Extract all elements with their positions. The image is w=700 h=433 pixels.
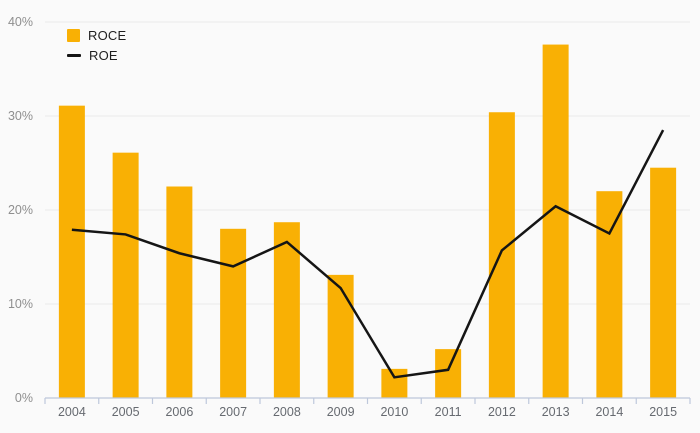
x-axis-category-label: 2015: [649, 405, 677, 419]
y-axis-tick-label: 30%: [8, 109, 33, 123]
roce-bar: [381, 368, 408, 398]
x-axis-category-label: 2013: [542, 405, 570, 419]
x-axis-category-label: 2005: [112, 405, 140, 419]
legend-item-roce: ROCE: [67, 29, 126, 42]
roe-line: [71, 129, 665, 379]
roce-bar: [166, 186, 193, 398]
roce-bar: [58, 105, 85, 398]
legend-item-roe: ROE: [67, 49, 126, 62]
y-axis-tick-label: 20%: [8, 203, 33, 217]
x-axis-category-label: 2007: [219, 405, 247, 419]
roce-bar: [542, 44, 569, 399]
x-axis-category-label: 2010: [380, 405, 408, 419]
legend: ROCE ROE: [67, 29, 126, 62]
roce-bar: [488, 112, 515, 399]
legend-label-roe: ROE: [89, 48, 118, 63]
roce-bar: [650, 167, 677, 398]
x-axis-category-label: 2012: [488, 405, 516, 419]
x-axis-category-label: 2004: [58, 405, 86, 419]
roe-swatch-icon: [67, 54, 81, 57]
roce-swatch-icon: [67, 29, 80, 42]
y-axis-tick-label: 10%: [8, 297, 33, 311]
roce-bar: [596, 191, 623, 398]
roce-bar: [220, 228, 247, 398]
roce-bar: [112, 152, 139, 398]
roce-bar: [435, 349, 462, 398]
y-axis-tick-label: 40%: [8, 15, 33, 29]
x-axis-category-label: 2011: [435, 405, 462, 419]
legend-label-roce: ROCE: [88, 28, 127, 43]
x-axis-category-label: 2006: [165, 405, 193, 419]
roce-bar: [273, 222, 300, 398]
y-axis-tick-label: 0%: [15, 391, 33, 405]
x-axis-category-label: 2009: [327, 405, 355, 419]
roce-bar: [327, 274, 354, 398]
x-axis-category-label: 2014: [595, 405, 623, 419]
x-axis-category-label: 2008: [273, 405, 301, 419]
